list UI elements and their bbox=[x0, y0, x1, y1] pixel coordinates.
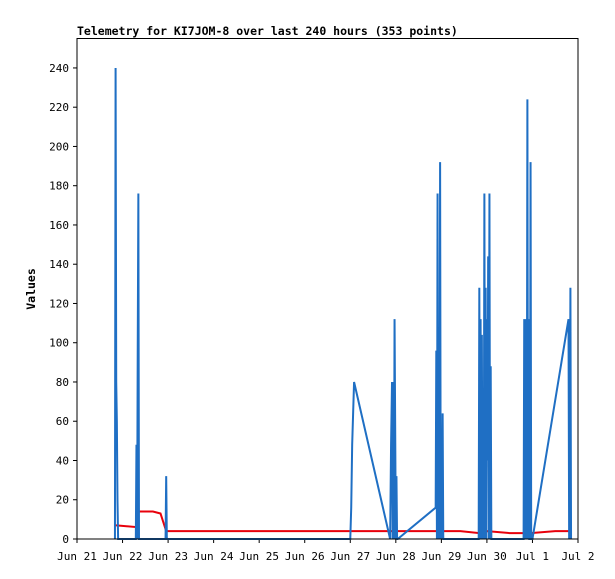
y-tick-label: 140 bbox=[49, 258, 69, 271]
y-axis-ticks: 0 20 40 60 80 100 120 140 160 180 200 220 240 bbox=[49, 62, 77, 546]
chart-title: Telemetry for KI7JOM-8 over last 240 hou… bbox=[77, 24, 458, 38]
y-tick-label: 120 bbox=[49, 297, 69, 310]
x-tick-label: Jun 25 bbox=[239, 550, 279, 563]
x-axis-ticks: Jun 21 Jun 22 Jun 23 Jun 24 Jun 25 Jun 26 Jun … bbox=[57, 539, 595, 563]
x-tick-label: Jun 22 bbox=[103, 550, 143, 563]
y-tick-label: 20 bbox=[56, 494, 69, 507]
data-series bbox=[77, 67, 578, 540]
y-tick-label: 240 bbox=[49, 62, 69, 75]
x-tick-label: Jul 2 bbox=[561, 550, 594, 563]
y-tick-label: 180 bbox=[49, 180, 69, 193]
y-tick-label: 80 bbox=[56, 376, 69, 389]
x-tick-label: Jun 23 bbox=[148, 550, 188, 563]
plot-frame bbox=[76, 38, 579, 540]
y-tick-label: 100 bbox=[49, 337, 69, 350]
y-tick-label: 40 bbox=[56, 454, 69, 467]
series-line-blue bbox=[113, 67, 573, 540]
x-tick-label: Jun 21 bbox=[57, 550, 97, 563]
x-tick-label: Jun 29 bbox=[421, 550, 461, 563]
y-tick-label: 220 bbox=[49, 101, 69, 114]
x-tick-label: Jun 27 bbox=[330, 550, 370, 563]
y-tick-label: 160 bbox=[49, 219, 69, 232]
x-tick-label: Jun 30 bbox=[467, 550, 507, 563]
y-tick-label: 0 bbox=[62, 533, 69, 546]
y-axis-label: Values bbox=[24, 268, 38, 310]
x-tick-label: Jun 28 bbox=[376, 550, 416, 563]
series-line-red bbox=[114, 510, 571, 535]
y-tick-label: 200 bbox=[49, 140, 69, 153]
x-tick-label: Jun 24 bbox=[194, 550, 234, 563]
x-tick-label: Jun 26 bbox=[285, 550, 325, 563]
y-tick-label: 60 bbox=[56, 415, 69, 428]
x-tick-label: Jul 1 bbox=[516, 550, 549, 563]
